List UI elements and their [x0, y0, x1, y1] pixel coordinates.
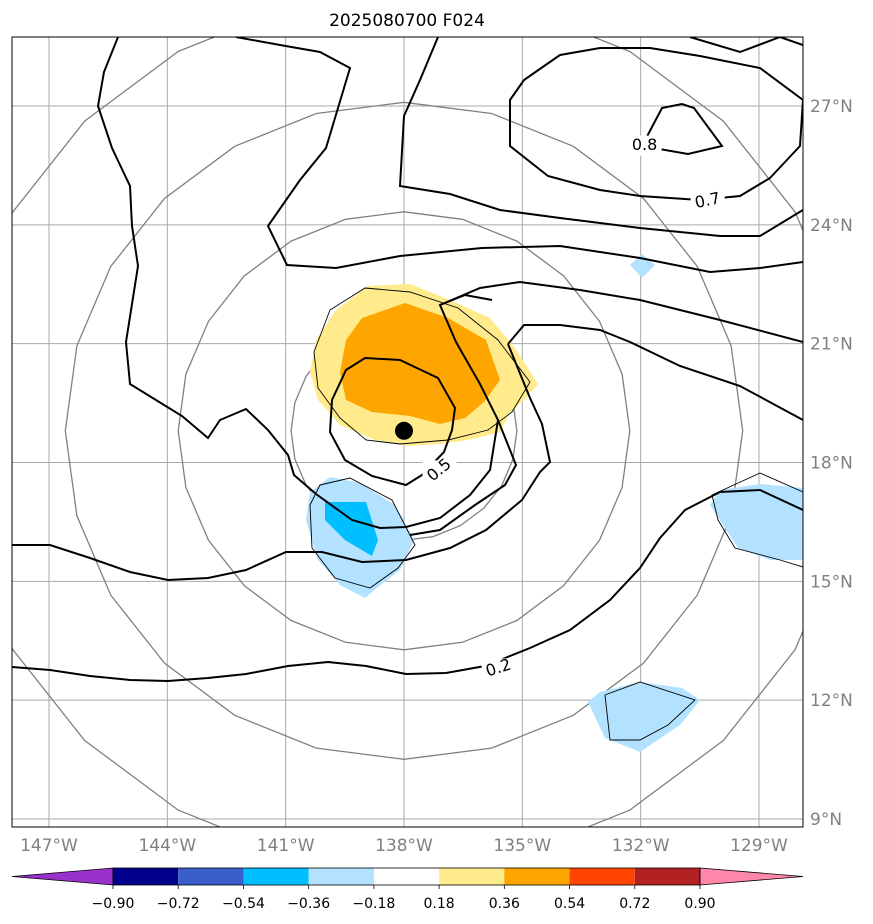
plot-frame	[11, 36, 804, 828]
storm-center-marker	[394, 421, 413, 440]
colorbar-frame	[112, 867, 701, 886]
range-ring	[12, 37, 803, 827]
contour-east-inner	[507, 324, 803, 421]
colorbar-level-label: 0.72	[619, 896, 650, 912]
colorbar-level-label: −0.72	[157, 896, 200, 912]
contour-ne	[689, 37, 803, 54]
colorbar-level-label: 0.90	[684, 896, 715, 912]
plot-area	[12, 37, 803, 827]
lat-tick-label: 9°N	[810, 810, 842, 830]
lon-tick-label: 129°W	[730, 836, 788, 856]
colorbar-level-label: −0.36	[287, 896, 330, 912]
range-ring	[177, 211, 631, 651]
fill-negative-medium-1	[325, 502, 378, 556]
contour-label: 0.7	[693, 188, 722, 212]
fill-negative-light-3	[588, 682, 700, 752]
contour-label: 0.8	[632, 135, 657, 154]
lat-tick-label: 12°N	[810, 691, 853, 711]
colorbar-segment	[308, 868, 374, 885]
contour-0-2	[12, 488, 803, 683]
colorbar-level-label: −0.90	[92, 896, 135, 912]
thin-contour-4	[604, 681, 696, 741]
contour-0-7	[509, 47, 803, 202]
longitude-labels: 147°W 144°W 141°W 138°W 135°W 132°W 129°W	[20, 836, 788, 856]
contour-label-bg	[481, 658, 516, 679]
colorbar-level-label: −0.54	[222, 896, 265, 912]
colorbar-extend-min	[11, 867, 114, 886]
lon-tick-label: 138°W	[375, 836, 433, 856]
lon-tick-label: 135°W	[493, 836, 551, 856]
contour-north-2	[398, 37, 803, 237]
contour-mid	[439, 280, 803, 343]
lat-tick-label: 24°N	[810, 216, 853, 236]
contour-north	[235, 37, 803, 274]
fill-positive-medium	[340, 303, 500, 424]
colorbar-level-label: 0.54	[554, 896, 585, 912]
colorbar-extend-max	[699, 867, 804, 886]
lon-tick-label: 144°W	[138, 836, 196, 856]
colorbar-segment	[243, 868, 309, 885]
colorbar-segment	[373, 868, 440, 885]
contour-label-bg	[690, 191, 725, 212]
contour-label: 0.5	[423, 454, 455, 485]
lat-tick-label: 15°N	[810, 572, 853, 592]
lon-tick-label: 132°W	[612, 836, 670, 856]
lon-tick-label: 141°W	[257, 836, 315, 856]
map-title: 2025080700 F024	[329, 11, 485, 31]
colorbar-segment	[504, 868, 570, 885]
contour-0-4	[12, 343, 552, 582]
colorbar: −0.90 −0.72 −0.54 −0.36 −0.18 0.18 0.36 0.54 0.7…	[11, 867, 804, 912]
colorbar-level-label: 0.36	[489, 896, 520, 912]
colorbar-segment	[634, 868, 700, 885]
colorbar-level-label: −0.18	[352, 896, 395, 912]
colorbar-segment	[178, 868, 244, 885]
lat-tick-label: 18°N	[810, 453, 853, 473]
fill-negative-light-2	[710, 484, 803, 560]
lat-tick-label: 27°N	[810, 97, 853, 117]
lon-tick-label: 147°W	[20, 836, 78, 856]
colorbar-segment	[113, 868, 179, 885]
contour-label-bg	[422, 460, 457, 481]
contour-0-5	[328, 356, 457, 487]
thin-contour-2	[309, 477, 416, 589]
thin-contour-3	[711, 472, 803, 568]
range-ring	[64, 101, 744, 760]
colorbar-segment	[569, 868, 635, 885]
contour-east-outer	[409, 419, 518, 536]
latitude-labels: 27°N 24°N 21°N 18°N 15°N 12°N 9°N	[810, 97, 853, 830]
colorbar-segment	[439, 868, 505, 885]
height-contours	[12, 37, 803, 683]
lat-tick-label: 21°N	[810, 335, 853, 355]
contour-label-bg	[627, 135, 662, 156]
contour-west	[96, 37, 500, 530]
anomaly-fills	[306, 254, 803, 752]
colorbar-level-label: 0.18	[424, 896, 455, 912]
